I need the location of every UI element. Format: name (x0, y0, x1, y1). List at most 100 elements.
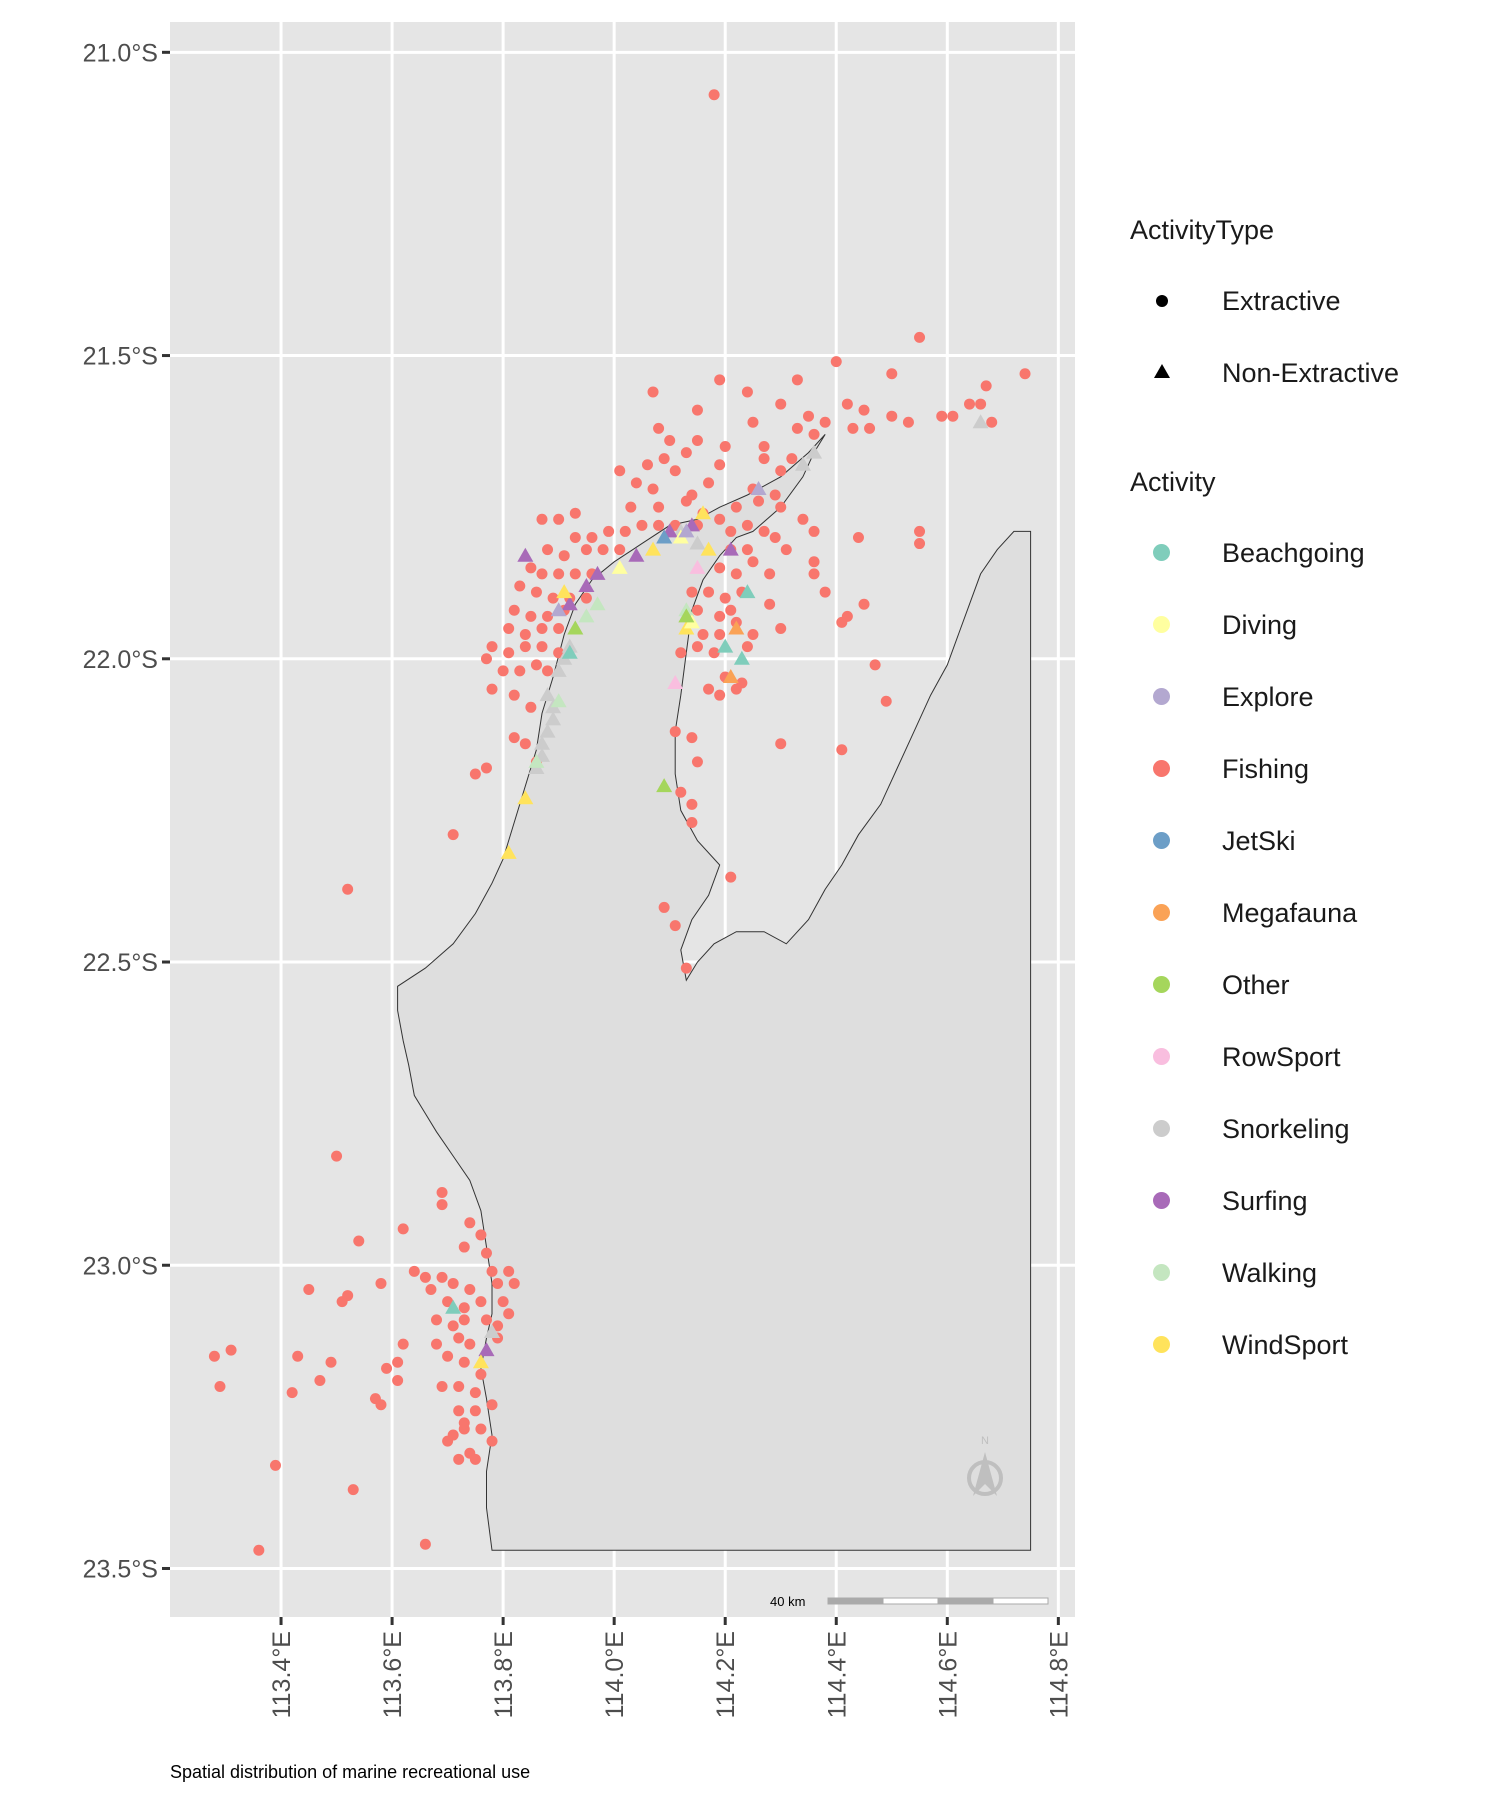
point-surfing (628, 547, 645, 562)
point-fishing (469, 1387, 481, 1399)
point-fishing (542, 665, 554, 677)
point-rowsport (689, 559, 706, 574)
point-fishing (914, 525, 926, 537)
point-beachgoing (733, 650, 750, 665)
point-fishing (758, 441, 770, 453)
legend-item-windsport: WindSport (1130, 1309, 1460, 1381)
point-fishing (469, 1453, 481, 1465)
point-fishing (458, 1302, 470, 1314)
point-fishing (947, 410, 959, 422)
point-fishing (764, 568, 776, 580)
legend-label: WindSport (1222, 1329, 1349, 1360)
point-snorkeling (550, 662, 567, 677)
point-fishing (697, 629, 709, 641)
point-fishing (719, 592, 731, 604)
point-fishing (669, 465, 681, 477)
point-fishing (714, 610, 726, 622)
point-fishing (486, 1435, 498, 1447)
point-fishing (658, 453, 670, 465)
point-fishing (530, 659, 542, 671)
point-fishing (725, 525, 737, 537)
point-walking (550, 693, 567, 708)
point-fishing (286, 1387, 298, 1399)
point-other (567, 620, 584, 635)
point-fishing (714, 562, 726, 574)
point-fishing (486, 683, 498, 695)
point-fishing (503, 1308, 515, 1320)
point-fishing (714, 459, 726, 471)
point-fishing (536, 641, 548, 653)
point-fishing (914, 538, 926, 550)
point-fishing (869, 659, 881, 671)
point-fishing (497, 665, 509, 677)
x-tick-label: 113.4°E (268, 1631, 296, 1718)
point-other (678, 608, 695, 623)
point-windsport (700, 541, 717, 556)
point-fishing (664, 434, 676, 446)
legend-title-activity-type: ActivityType (1130, 215, 1275, 245)
point-fishing (514, 665, 526, 677)
point-windsport (500, 844, 517, 859)
point-fishing (680, 495, 692, 507)
color-swatch-icon (1136, 538, 1192, 568)
point-fishing (325, 1356, 337, 1368)
point-fishing (447, 829, 459, 841)
point-fishing (453, 1381, 465, 1393)
point-fishing (703, 477, 715, 489)
legend-label: RowSport (1222, 1041, 1341, 1072)
point-fishing (542, 544, 554, 556)
x-tick-label: 114.0°E (601, 1631, 629, 1718)
point-fishing (569, 531, 581, 543)
point-fishing (475, 1423, 487, 1435)
point-fishing (641, 459, 653, 471)
point-fishing (392, 1356, 404, 1368)
point-other (656, 778, 673, 793)
point-fishing (597, 544, 609, 556)
point-fishing (225, 1344, 237, 1356)
point-fishing (669, 726, 681, 738)
legend-item-other: Other (1130, 949, 1460, 1021)
point-fishing (442, 1350, 454, 1362)
point-fishing (714, 513, 726, 525)
point-fishing (836, 744, 848, 756)
point-walking (589, 596, 606, 611)
point-fishing (725, 604, 737, 616)
point-fishing (503, 622, 515, 634)
point-megafauna (722, 668, 739, 683)
point-fishing (542, 610, 554, 622)
point-fishing (503, 647, 515, 659)
point-fishing (408, 1265, 420, 1277)
point-surfing (478, 1342, 495, 1357)
point-fishing (303, 1284, 315, 1296)
point-fishing (614, 465, 626, 477)
point-fishing (569, 507, 581, 519)
point-fishing (458, 1314, 470, 1326)
point-fishing (353, 1235, 365, 1247)
color-swatch-icon (1136, 970, 1192, 1000)
point-beachgoing (561, 644, 578, 659)
point-fishing (775, 622, 787, 634)
point-fishing (447, 1320, 459, 1332)
point-fishing (347, 1484, 359, 1496)
scale-bar-label: 40 km (770, 1594, 805, 1609)
y-tick-label: 21.0°S (83, 39, 158, 67)
point-windsport (556, 584, 573, 599)
point-fishing (547, 592, 559, 604)
point-jetski (656, 529, 673, 544)
point-snorkeling (545, 711, 562, 726)
point-walking (528, 753, 545, 768)
point-fishing (703, 683, 715, 695)
point-fishing (747, 556, 759, 568)
point-fishing (775, 501, 787, 513)
point-fishing (914, 331, 926, 343)
point-fishing (292, 1350, 304, 1362)
point-fishing (269, 1459, 281, 1471)
legend-item-extractive: Extractive (1130, 265, 1460, 337)
point-fishing (553, 622, 565, 634)
point-fishing (886, 410, 898, 422)
legend-title-activity: Activity (1130, 467, 1216, 497)
scale-bar-segment (882, 1597, 939, 1605)
point-fishing (786, 453, 798, 465)
